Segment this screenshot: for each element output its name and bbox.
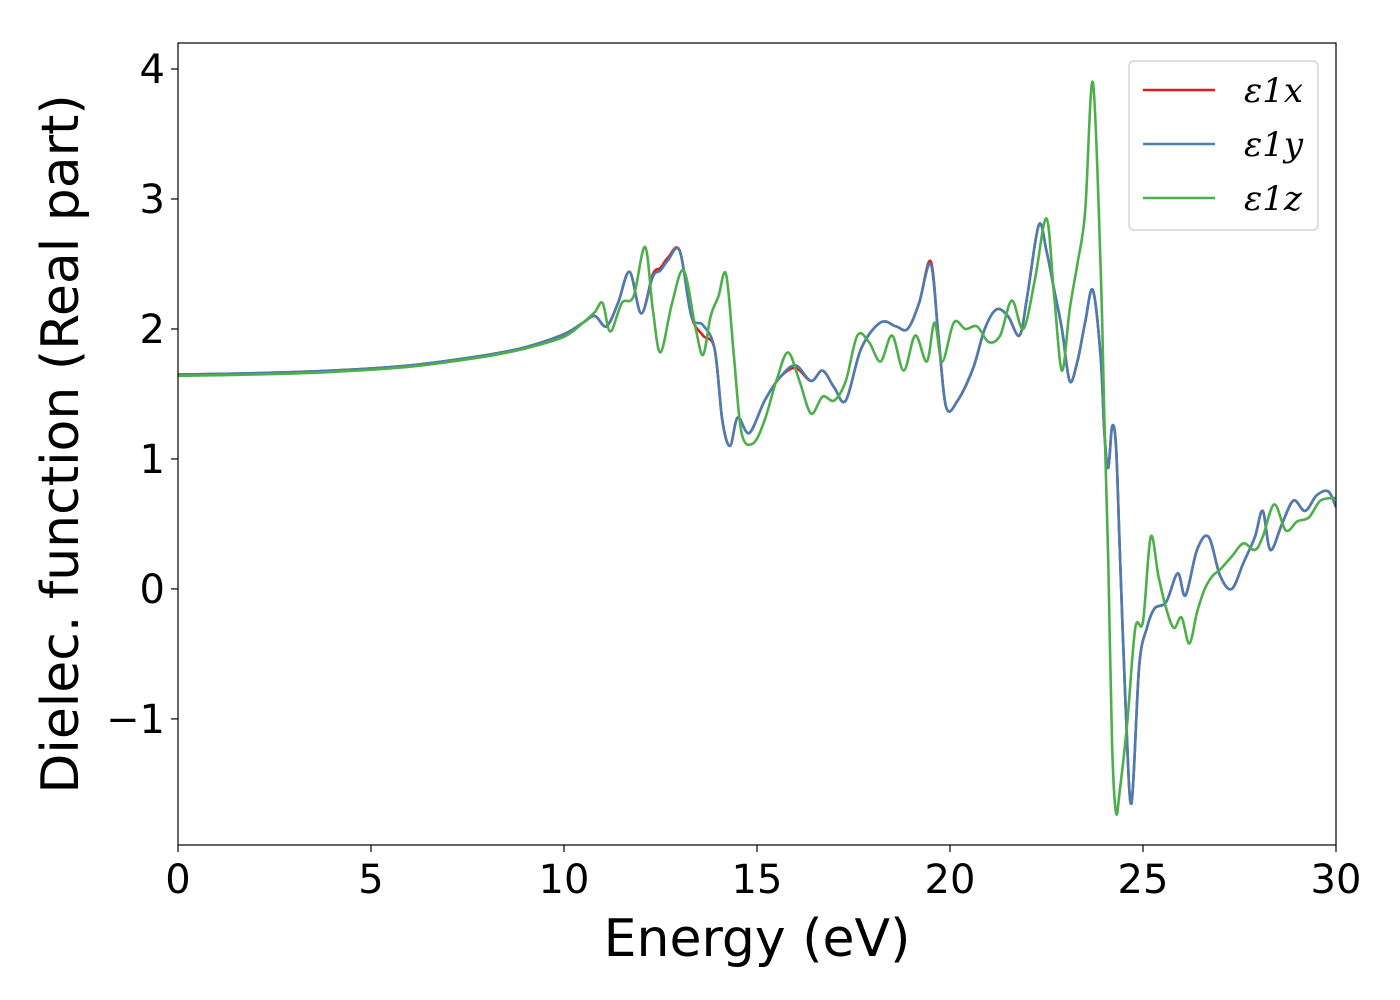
y-tick-label: 2	[140, 307, 165, 353]
x-axis-ticks: 0 5 10 15 20 25 30	[165, 845, 1361, 903]
x-tick-label: 25	[1118, 857, 1169, 903]
legend-box	[1128, 60, 1319, 231]
x-axis-label: Energy (eV)	[604, 909, 911, 969]
x-tick-label: 0	[165, 857, 190, 903]
legend-label-1: ε1y	[1244, 125, 1304, 165]
y-tick-label: 3	[140, 177, 165, 223]
x-tick-label: 20	[925, 857, 976, 903]
y-axis-label: Dielec. function (Real part)	[31, 94, 91, 793]
series-line-1	[178, 222, 1336, 805]
legend: ε1x ε1y ε1z	[1128, 60, 1319, 231]
y-tick-label: 4	[140, 47, 165, 93]
legend-label-0: ε1x	[1244, 71, 1303, 111]
legend-entries: ε1x ε1y ε1z	[1143, 71, 1304, 219]
x-tick-label: 10	[539, 857, 590, 903]
y-tick-label: 0	[140, 567, 165, 613]
x-tick-label: 15	[732, 857, 783, 903]
x-tick-label: 30	[1311, 857, 1362, 903]
y-axis-ticks: −1 0 1 2 3 4	[106, 47, 178, 743]
legend-label-2: ε1z	[1244, 179, 1303, 219]
series-line-2	[178, 80, 1336, 816]
y-tick-label: −1	[106, 697, 165, 743]
x-tick-label: 5	[358, 857, 383, 903]
y-tick-label: 1	[140, 437, 165, 483]
series-layer	[178, 80, 1336, 816]
